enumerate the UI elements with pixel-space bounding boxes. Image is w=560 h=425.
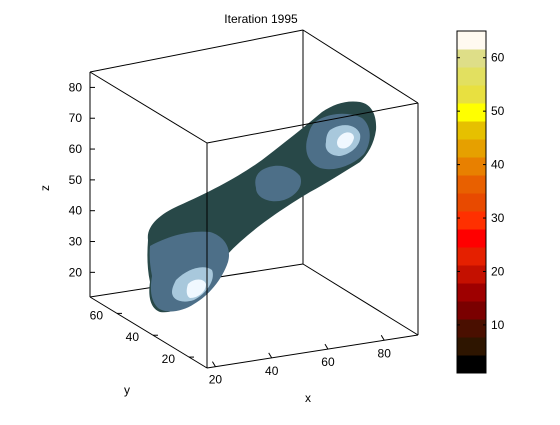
x-tick-mark [324, 343, 329, 350]
x-tick-label: 80 [378, 346, 392, 360]
x-tick-mark [380, 335, 385, 341]
z-axis-label: z [38, 185, 52, 191]
colorbar-band [457, 319, 486, 338]
colorbar-tick-label: 20 [491, 264, 505, 278]
colorbar-band [457, 355, 486, 374]
y-axis-label: y [124, 383, 130, 397]
colorbar-band [457, 211, 486, 230]
surface-highlight-lower [186, 279, 206, 298]
colorbar-band [457, 49, 486, 68]
x-tick-label: 40 [265, 364, 279, 378]
z-tick-label: 80 [69, 80, 83, 94]
x-tick-label: 60 [321, 355, 335, 369]
colorbar-band [457, 175, 486, 194]
colorbar: 10 20 30 40 50 60 [456, 30, 505, 374]
colorbar-band [457, 193, 486, 212]
colorbar-tick-label: 60 [491, 51, 505, 65]
x-tick-label: 20 [209, 373, 223, 387]
colorbar-band [457, 67, 486, 86]
z-tick-label: 30 [69, 235, 83, 249]
z-tick-label: 20 [69, 265, 83, 279]
z-tick-label: 40 [69, 204, 83, 218]
y-tick-label: 60 [90, 308, 104, 322]
colorbar-tick-label: 30 [491, 211, 505, 225]
colorbar-band [457, 157, 486, 176]
colorbar-band [457, 139, 486, 158]
x-axis-ticks: 20 40 60 80 [209, 335, 392, 387]
x-tick-mark [268, 352, 273, 359]
colorbar-tick-label: 40 [491, 158, 505, 172]
z-axis-ticks: 20 30 40 50 60 70 80 [69, 80, 95, 279]
colorbar-band [457, 301, 486, 320]
chart-title: Iteration 1995 [224, 12, 298, 26]
colorbar-band [457, 103, 486, 122]
colorbar-band [457, 85, 486, 104]
colorbar-band [457, 121, 486, 140]
y-axis-ticks: 20 40 60 [90, 308, 194, 366]
x-axis-label: x [305, 391, 311, 405]
y-tick-label: 40 [126, 330, 140, 344]
colorbar-band [457, 247, 486, 266]
colorbar-band [457, 229, 486, 248]
colorbar-band [457, 337, 486, 356]
z-tick-label: 60 [69, 142, 83, 156]
colorbar-band [457, 265, 486, 284]
surface-shape [147, 101, 377, 313]
colorbar-band [457, 283, 486, 302]
colorbar-band [457, 31, 486, 50]
colorbar-tick-label: 10 [491, 318, 505, 332]
colorbar-tick-label: 50 [491, 104, 505, 118]
z-tick-label: 50 [69, 173, 83, 187]
surface-highlight-upper [337, 132, 354, 149]
axes-box-front [89, 71, 419, 369]
z-tick-label: 70 [69, 111, 83, 125]
colorbar-frame [456, 30, 487, 374]
x-tick-mark [212, 361, 216, 367]
surface-mid-region-center [255, 165, 302, 202]
y-tick-label: 20 [162, 352, 176, 366]
